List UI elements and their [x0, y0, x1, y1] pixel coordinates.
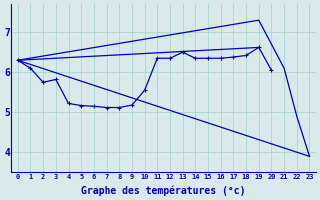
X-axis label: Graphe des températures (°c): Graphe des températures (°c)	[81, 185, 246, 196]
